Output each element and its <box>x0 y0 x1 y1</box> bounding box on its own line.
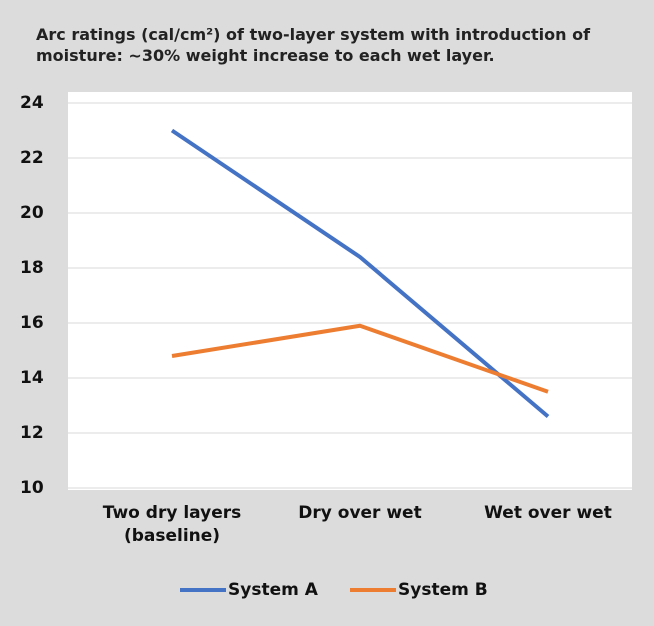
y-tick-label: 22 <box>20 148 44 168</box>
y-tick-label: 12 <box>20 423 44 443</box>
chart-title: Arc ratings (cal/cm²) of two-layer syste… <box>36 25 591 65</box>
y-tick-label: 16 <box>20 313 44 333</box>
plot-area <box>68 92 632 490</box>
x-tick-label: Two dry layers (baseline) <box>102 503 242 546</box>
y-tick-label: 10 <box>20 478 44 498</box>
x-tick-label: Dry over wet <box>298 503 422 523</box>
legend-label: System B <box>398 580 488 600</box>
y-tick-label: 24 <box>20 93 44 113</box>
y-tick-label: 18 <box>20 258 44 278</box>
y-tick-label: 20 <box>20 203 44 223</box>
series-line <box>171 323 549 394</box>
y-tick-label: 14 <box>20 368 44 388</box>
legend-label: System A <box>228 580 319 600</box>
x-tick-label: Wet over wet <box>484 503 612 523</box>
series-line <box>170 128 550 419</box>
